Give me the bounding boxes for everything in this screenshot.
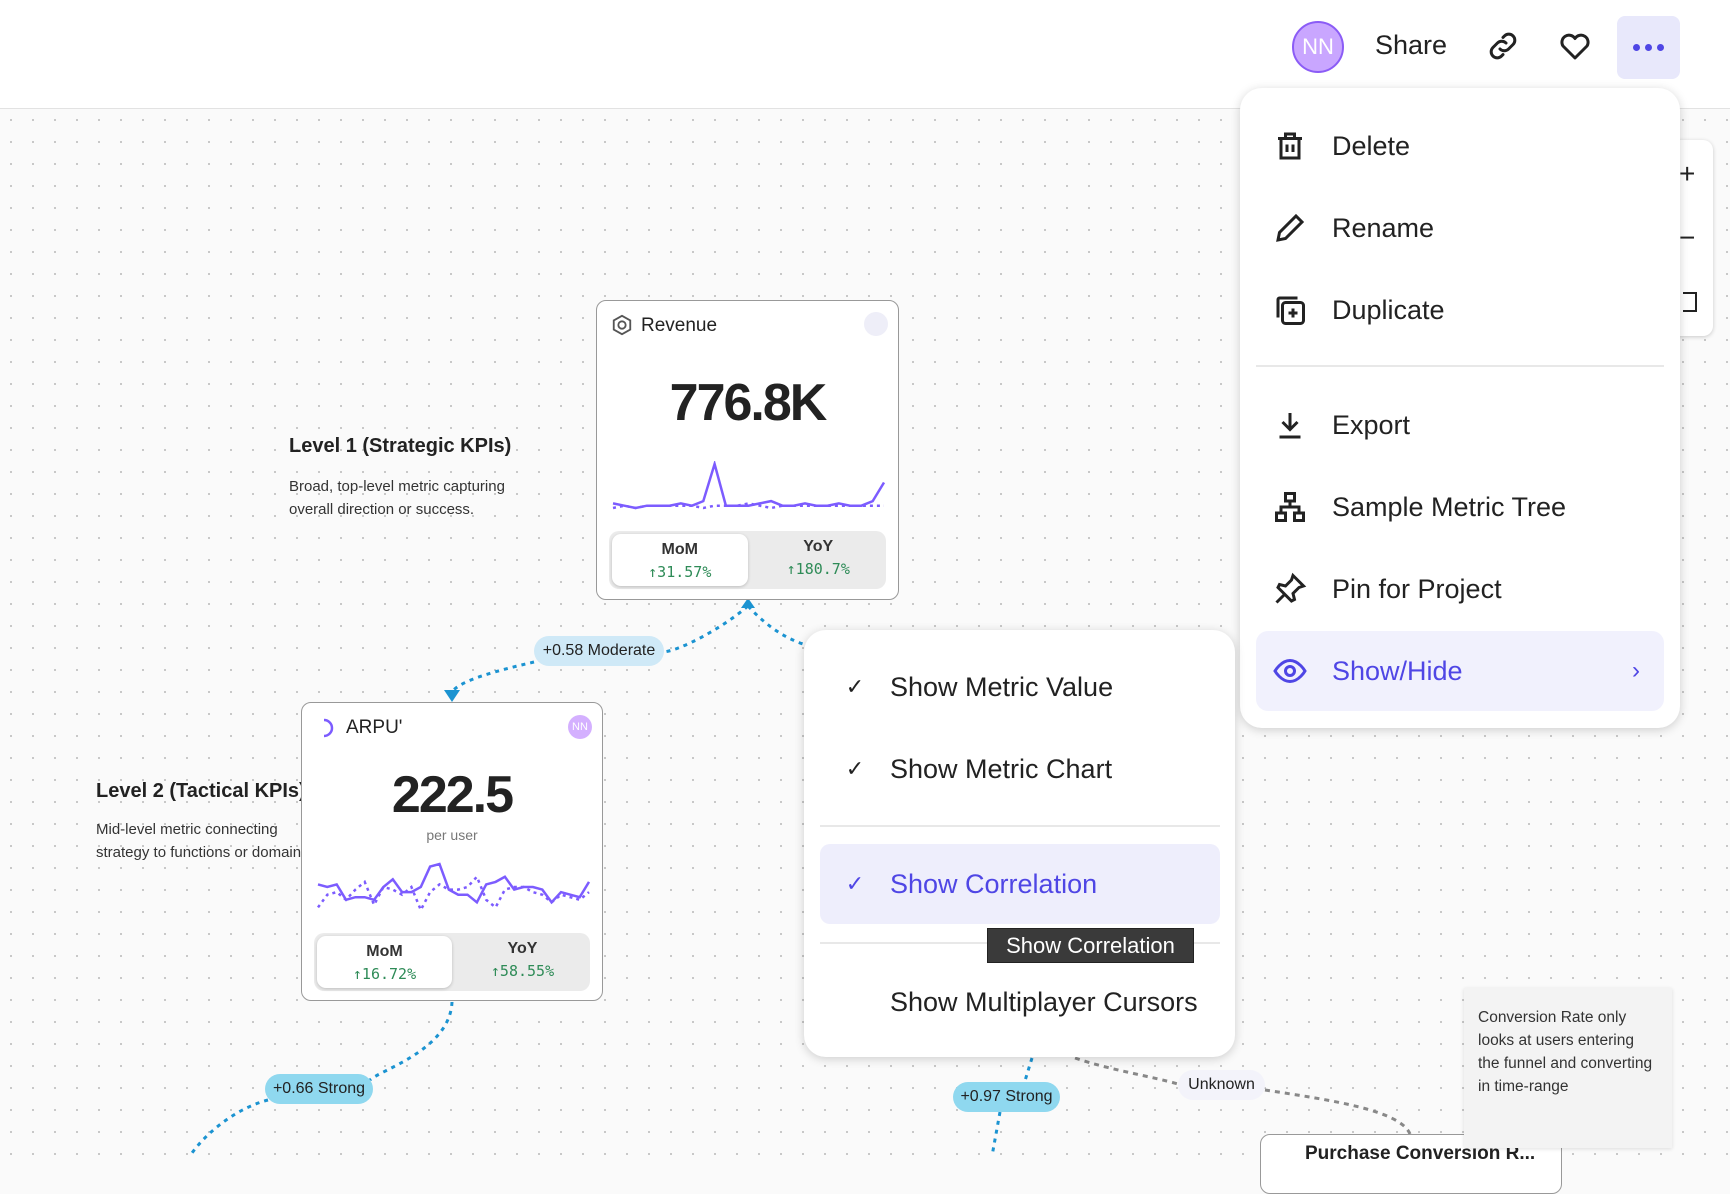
card-title: ARPU': [346, 717, 403, 738]
correlation-badge[interactable]: Unknown: [1178, 1070, 1265, 1100]
check-icon: ✓: [845, 674, 865, 699]
sparkline-current-period: [612, 461, 886, 510]
heart-icon[interactable]: [1556, 28, 1594, 64]
submenu-item-show-metric-chart[interactable]: ✓ Show Metric Chart: [820, 729, 1220, 809]
menu-divider: [820, 825, 1220, 827]
metric-card-arpu[interactable]: ARPU' NN 222.5 per user MoM ↑16.72% YoY ↑5…: [301, 702, 603, 1001]
options-menu: Delete Rename Duplicate Export Sample Me…: [1240, 88, 1680, 728]
fit-view-icon[interactable]: [1683, 292, 1697, 312]
owner-avatar-icon: [864, 312, 888, 336]
user-avatar[interactable]: NN: [1292, 21, 1344, 73]
owner-avatar: NN: [568, 715, 592, 739]
zoom-in-button[interactable]: +: [1679, 158, 1696, 189]
level-2-title: Level 2 (Tactical KPIs): [96, 780, 306, 802]
menu-divider: [1256, 365, 1664, 367]
level-1-title: Level 1 (Strategic KPIs): [289, 435, 512, 457]
sparkline-current-period: [317, 862, 591, 905]
share-button[interactable]: Share: [1375, 30, 1448, 60]
more-horizontal-icon: [1633, 44, 1640, 51]
mom-stat[interactable]: MoM ↑31.57%: [612, 534, 748, 586]
tooltip: Show Correlation: [987, 928, 1194, 963]
show-hide-submenu: ✓ Show Metric Value ✓ Show Metric Chart ✓ S…: [804, 630, 1235, 1057]
pin-icon: [1275, 572, 1307, 604]
metric-card-revenue[interactable]: Revenue 776.8K MoM ↑31.57% YoY ↑180.7%: [596, 300, 899, 600]
submenu-item-show-metric-value[interactable]: ✓ Show Metric Value: [820, 647, 1220, 727]
check-icon: ✓: [845, 871, 865, 896]
link-icon[interactable]: [1485, 28, 1521, 64]
edges: [188, 598, 1412, 1156]
yoy-stat[interactable]: YoY ↑58.55%: [490, 940, 555, 980]
sparkline-chart: [612, 461, 886, 510]
edge-revenue-arpu: [663, 604, 749, 654]
correlation-badge[interactable]: +0.66 Strong: [265, 1074, 373, 1104]
top-bar: NN Share: [0, 0, 1730, 109]
chevron-right-icon: ›: [1632, 657, 1640, 684]
mom-stat[interactable]: MoM ↑16.72%: [317, 936, 452, 988]
menu-item-duplicate[interactable]: Duplicate: [1256, 270, 1664, 350]
sparkline-chart: [316, 862, 591, 913]
hierarchy-icon: [1275, 492, 1305, 522]
correlation-badge[interactable]: +0.97 Strong: [953, 1082, 1060, 1112]
yoy-stat[interactable]: YoY ↑180.7%: [786, 538, 850, 578]
menu-item-export[interactable]: Export: [1256, 385, 1664, 465]
submenu-item-show-multiplayer-cursors[interactable]: Show Multiplayer Cursors: [890, 986, 1198, 1017]
menu-item-delete[interactable]: Delete: [1256, 106, 1664, 186]
comparison-toggle: MoM ↑16.72% YoY ↑58.55%: [314, 933, 590, 991]
trash-icon: [1278, 132, 1302, 160]
menu-item-show-hide[interactable]: Show/Hide ›: [1256, 631, 1664, 711]
download-icon: [1279, 413, 1301, 439]
metric-unit: per user: [426, 827, 478, 843]
arrow-down-icon: [444, 690, 460, 702]
menu-item-pin-for-project[interactable]: Pin for Project: [1256, 549, 1664, 629]
hexagon-icon: [612, 314, 632, 336]
more-options-button[interactable]: [1617, 16, 1680, 79]
level-1-description: Broad, top-level metric capturing overall…: [289, 478, 505, 518]
correlation-badge[interactable]: +0.58 Moderate: [534, 636, 664, 666]
card-title: Revenue: [641, 315, 718, 336]
check-icon: ✓: [845, 756, 865, 781]
metric-value: 776.8K: [669, 374, 828, 432]
edge-unknown: [1074, 1056, 1412, 1135]
sticky-note[interactable]: Conversion Rate only looks at users ente…: [1464, 988, 1672, 1148]
pencil-icon: [1276, 213, 1305, 242]
duplicate-icon: [1276, 296, 1305, 325]
level-2-description: Mid-level metric connecting strategy to f…: [96, 821, 313, 861]
arrow-up-icon: [741, 598, 755, 608]
menu-item-rename[interactable]: Rename: [1256, 188, 1664, 268]
eye-icon: [1273, 658, 1307, 684]
comparison-toggle: MoM ↑31.57% YoY ↑180.7%: [609, 531, 886, 589]
menu-item-sample-metric-tree[interactable]: Sample Metric Tree: [1256, 467, 1664, 547]
zoom-out-button[interactable]: −: [1679, 222, 1696, 253]
submenu-item-show-correlation[interactable]: ✓ Show Correlation: [820, 844, 1220, 924]
metric-value: 222.5: [391, 766, 514, 824]
loading-icon: [323, 718, 334, 738]
